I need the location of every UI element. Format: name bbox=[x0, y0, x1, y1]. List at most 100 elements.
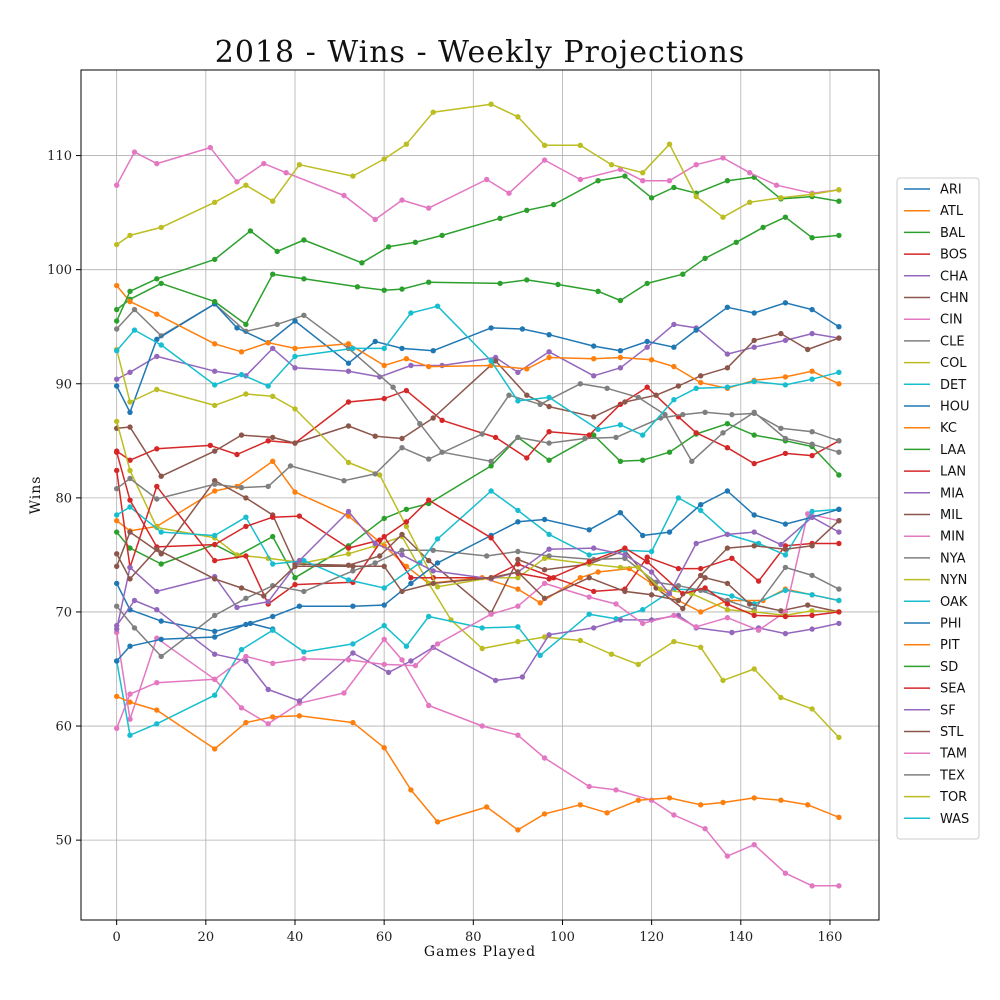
data-point bbox=[345, 513, 352, 519]
series-hou bbox=[114, 300, 842, 415]
x-tick-label: 60 bbox=[376, 930, 393, 945]
data-point bbox=[506, 190, 512, 196]
data-point bbox=[484, 804, 490, 810]
data-point bbox=[243, 495, 249, 501]
data-point bbox=[836, 620, 842, 627]
data-point bbox=[809, 376, 815, 382]
data-point bbox=[666, 178, 673, 184]
data-point bbox=[809, 330, 815, 337]
data-point bbox=[154, 446, 160, 452]
data-point bbox=[541, 595, 548, 601]
data-point bbox=[403, 519, 410, 525]
data-point bbox=[635, 394, 641, 401]
series-line bbox=[116, 513, 840, 729]
data-point bbox=[782, 564, 789, 571]
series-line bbox=[116, 103, 840, 246]
data-point bbox=[778, 195, 784, 201]
data-point bbox=[541, 142, 548, 148]
data-point bbox=[693, 193, 699, 200]
data-point bbox=[809, 612, 815, 619]
data-point bbox=[640, 607, 646, 613]
data-point bbox=[492, 434, 499, 441]
data-point bbox=[434, 560, 441, 566]
data-point bbox=[430, 348, 436, 354]
data-point bbox=[809, 543, 815, 549]
data-point bbox=[751, 310, 757, 316]
y-tick-label: 60 bbox=[55, 720, 72, 735]
data-point bbox=[158, 342, 164, 348]
data-point bbox=[809, 592, 815, 598]
series-line bbox=[116, 303, 840, 463]
data-point bbox=[408, 310, 414, 316]
series-chn bbox=[114, 330, 842, 479]
series-line bbox=[116, 490, 839, 589]
data-point bbox=[345, 551, 352, 557]
data-point bbox=[755, 578, 762, 584]
data-point bbox=[127, 643, 133, 649]
data-point bbox=[515, 114, 521, 120]
series-was bbox=[114, 303, 842, 438]
data-point bbox=[724, 607, 731, 613]
y-tick-label: 80 bbox=[55, 491, 72, 506]
data-point bbox=[617, 348, 624, 354]
data-point bbox=[805, 602, 811, 608]
y-tick-label: 100 bbox=[47, 263, 72, 278]
data-point bbox=[350, 568, 356, 574]
legend-item: NYA bbox=[904, 551, 966, 566]
data-point bbox=[234, 604, 240, 611]
data-point bbox=[341, 192, 347, 199]
data-point bbox=[270, 613, 276, 620]
legend-label: ATL bbox=[940, 204, 964, 219]
data-point bbox=[385, 244, 392, 250]
data-point bbox=[778, 694, 784, 701]
data-point bbox=[158, 636, 164, 642]
data-point bbox=[345, 508, 352, 515]
data-point bbox=[114, 486, 120, 492]
data-point bbox=[377, 537, 383, 543]
data-point bbox=[270, 561, 276, 567]
data-point bbox=[158, 653, 164, 660]
data-point bbox=[809, 429, 815, 435]
data-point bbox=[127, 545, 133, 551]
data-point bbox=[648, 357, 655, 363]
data-point bbox=[430, 547, 436, 553]
data-point bbox=[836, 734, 842, 741]
data-point bbox=[782, 870, 789, 876]
data-point bbox=[595, 426, 601, 433]
data-point bbox=[345, 423, 352, 429]
data-point bbox=[399, 435, 405, 442]
data-point bbox=[114, 383, 120, 389]
data-point bbox=[729, 629, 735, 636]
data-point bbox=[154, 607, 160, 613]
data-point bbox=[377, 374, 383, 380]
data-point bbox=[648, 797, 655, 803]
series-line bbox=[116, 520, 840, 602]
series-laa bbox=[114, 214, 842, 328]
data-point bbox=[350, 345, 356, 352]
data-point bbox=[238, 646, 245, 653]
data-point bbox=[301, 656, 307, 662]
data-point bbox=[689, 458, 695, 464]
data-point bbox=[760, 224, 766, 231]
data-point bbox=[292, 345, 298, 352]
data-point bbox=[488, 611, 494, 617]
data-point bbox=[675, 383, 682, 389]
data-point bbox=[479, 625, 485, 631]
data-point bbox=[836, 369, 842, 375]
data-point bbox=[724, 365, 731, 371]
data-point bbox=[403, 506, 410, 512]
data-point bbox=[403, 356, 410, 362]
data-point bbox=[127, 369, 133, 375]
data-point bbox=[114, 518, 120, 524]
data-point bbox=[541, 580, 548, 587]
data-point bbox=[390, 384, 396, 390]
data-point bbox=[724, 384, 731, 390]
data-point bbox=[399, 588, 405, 595]
data-point bbox=[354, 284, 361, 290]
data-point bbox=[158, 473, 164, 479]
data-point bbox=[127, 424, 133, 430]
data-point bbox=[515, 369, 521, 375]
data-point bbox=[577, 575, 583, 581]
data-point bbox=[720, 677, 726, 684]
series-sd bbox=[114, 173, 842, 324]
